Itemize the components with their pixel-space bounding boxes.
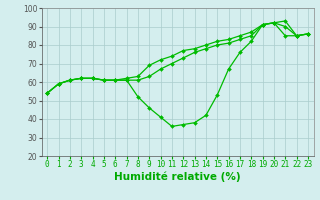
X-axis label: Humidité relative (%): Humidité relative (%) [114, 172, 241, 182]
